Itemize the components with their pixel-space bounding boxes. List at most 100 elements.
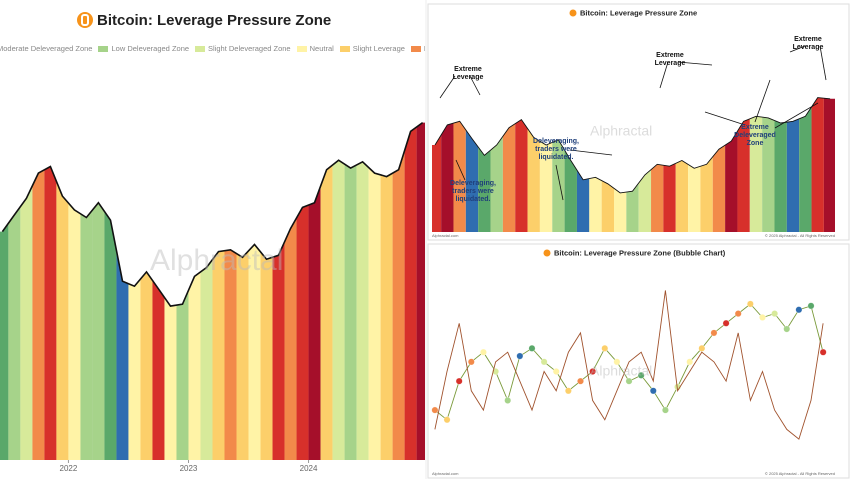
zone-band (68, 202, 81, 461)
bubble (480, 348, 487, 356)
bubble (613, 358, 621, 366)
zone-band (688, 164, 701, 232)
zone-band (272, 241, 285, 460)
zone-band (416, 122, 425, 460)
bubble (686, 358, 694, 366)
annotation: Extreme Deleveraged Zone (734, 124, 776, 147)
zone-band (92, 202, 105, 460)
bitcoin-icon (569, 9, 577, 17)
zone-band (564, 150, 577, 232)
zone-band (320, 164, 333, 460)
zone-band (453, 121, 466, 232)
annotation: Deleveraging, traders were liquidated. (450, 180, 496, 203)
zone-band (725, 131, 738, 232)
zone-band (296, 205, 309, 460)
bubble (771, 310, 778, 317)
zone-band (663, 163, 676, 232)
bubble (722, 319, 730, 327)
overlay: Alphractal Alphractal Alphractal (150, 45, 827, 379)
zone-band (737, 118, 750, 232)
bubble (565, 387, 572, 395)
zone-band (552, 139, 565, 232)
bubble (601, 344, 609, 352)
legend-swatch (296, 46, 307, 53)
annotation: Extreme Leverage (452, 66, 484, 81)
zone-band (404, 126, 417, 460)
watermark: Alphractal (150, 244, 283, 277)
zone-band (527, 128, 540, 232)
zone-band (356, 161, 369, 460)
zone-band (164, 297, 177, 460)
zone-band (236, 250, 249, 460)
zone-band (284, 218, 297, 460)
zone-band (576, 170, 590, 232)
zone-band (811, 97, 824, 233)
zone-band (308, 186, 321, 460)
zone-band (80, 210, 93, 460)
zone-band (32, 169, 45, 461)
bubble (516, 352, 524, 360)
zone-band (613, 188, 627, 232)
bubble (552, 368, 560, 375)
zone-band (200, 259, 213, 460)
annotation: Extreme Leverage (654, 52, 686, 67)
zone-band (260, 251, 273, 460)
zone-band (774, 120, 787, 232)
zone-band (0, 223, 9, 460)
panel-border (427, 243, 850, 479)
zone-band (700, 156, 713, 232)
x-tick-label: 2022 (60, 464, 78, 473)
footer: © 2025 Alphractal - All Rights Reserved (765, 233, 835, 238)
zone-band (152, 280, 165, 460)
zone-band (116, 250, 129, 460)
zone-band (712, 145, 726, 232)
annotation: Extreme Leverage (792, 36, 824, 51)
watermark: Alphractal (590, 363, 652, 379)
bitcoin-icon (77, 12, 93, 28)
bubble (807, 302, 815, 310)
bubble (455, 377, 463, 385)
footer: © 2025 Alphractal - All Rights Reserved (765, 471, 835, 476)
zone-band (8, 206, 21, 460)
annotation: Deleveraging, traders were liquidated. (533, 138, 579, 161)
zone-band (224, 249, 237, 460)
bubble (540, 358, 548, 366)
chart-title: Bitcoin: Leverage Pressure Zone (Bubble … (554, 248, 726, 257)
footer: Alphractal.com (432, 471, 459, 476)
legend-swatch (410, 46, 421, 53)
zone-band (651, 164, 664, 232)
legend-label: Moderate Deleveraged Zone (0, 44, 93, 53)
bubble (504, 397, 512, 404)
bubble (819, 348, 827, 356)
chart-title: Bitcoin: Leverage Pressure Zone (580, 8, 697, 17)
zone-band (104, 211, 117, 460)
legend-label: Slight Leverage (352, 44, 405, 53)
legend-label: Moderate Leverage (424, 44, 425, 53)
zone-band (441, 123, 454, 232)
zone-band (56, 181, 69, 460)
zone-band (20, 185, 33, 461)
bitcoin-icon (543, 249, 551, 257)
legend-label: Slight Deleveraged Zone (208, 44, 291, 53)
zone-band (589, 177, 602, 232)
x-tick-label: 2024 (300, 464, 318, 473)
legend: Moderate Deleveraged Zone Low Deleveraged… (0, 44, 425, 53)
bubble (698, 344, 706, 352)
bubble (649, 387, 657, 395)
price-line (434, 97, 831, 194)
zone-band (176, 290, 189, 460)
zone-band (44, 166, 57, 461)
bubble (783, 325, 791, 333)
legend-swatch (195, 46, 206, 53)
legend-swatch (339, 46, 350, 53)
zone-band (128, 279, 141, 460)
zone-band (248, 244, 261, 460)
bubble (759, 314, 766, 321)
zone-band (368, 167, 381, 460)
zone-band (799, 106, 812, 232)
legend-swatch (98, 46, 109, 53)
zone-band (638, 169, 652, 232)
annotation-arrows (439, 45, 827, 201)
bubble (795, 306, 803, 314)
